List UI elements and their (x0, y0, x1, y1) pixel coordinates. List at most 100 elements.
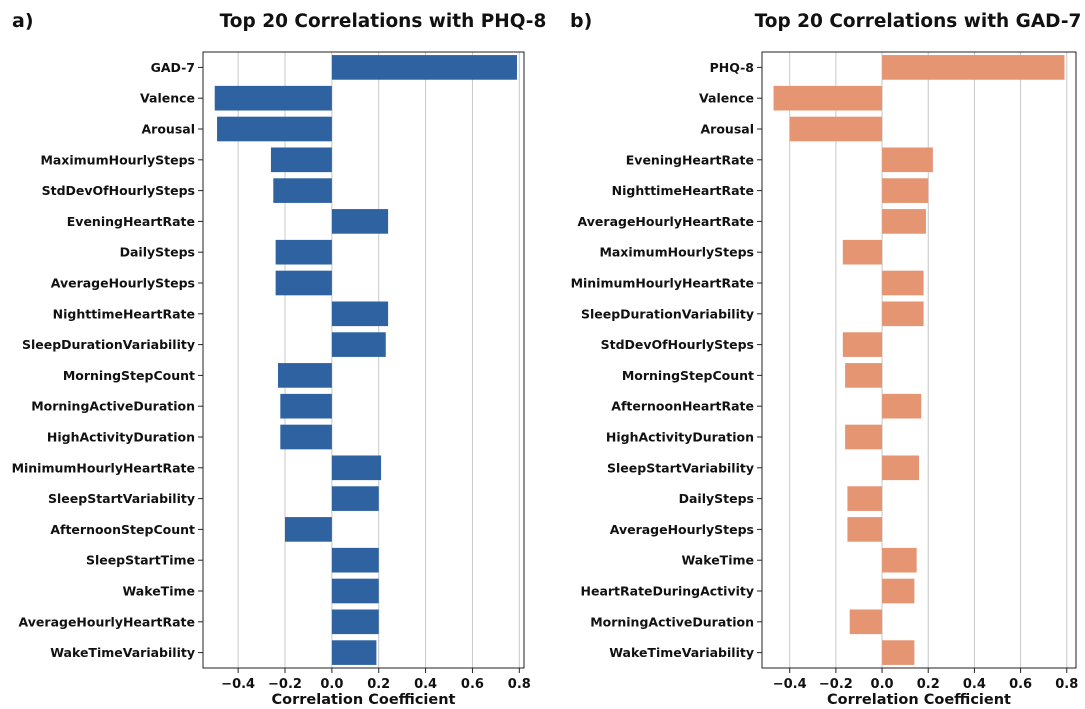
y-tick-label: HighActivityDuration (606, 430, 754, 445)
x-tick-label: 0.2 (917, 677, 940, 692)
bar-minimumhourlyheartrate (331, 455, 382, 481)
y-tick-label: AverageHourlySteps (610, 522, 754, 537)
chart-title: Top 20 Correlations with GAD-7 (755, 11, 1082, 32)
bar-waketimevariability (882, 640, 915, 665)
y-tick-label: HighActivityDuration (47, 430, 195, 445)
plot-frame (761, 51, 1077, 669)
y-tick-label: AfternoonStepCount (50, 522, 195, 537)
chart-panel-b: PHQ-8 Valence Arousal EveningHeartRate Night… (570, 10, 1081, 708)
bar-valence (214, 85, 332, 111)
y-tick-label: WakeTime (681, 553, 754, 568)
x-tick-label: 0.2 (367, 677, 390, 692)
y-tick-label: MorningActiveDuration (590, 614, 754, 629)
y-tick-label: DailySteps (679, 491, 754, 506)
bar-dailysteps (847, 486, 883, 511)
x-tick-label: 0.6 (1009, 677, 1032, 692)
bar-minimumhourlyheartrate (882, 270, 924, 296)
y-tick-label: MorningActiveDuration (31, 399, 195, 414)
y-tick-label: PHQ-8 (710, 60, 754, 75)
x-tick-label: 0.0 (871, 677, 894, 692)
x-axis-label: Correlation Coefficient (272, 692, 456, 708)
y-tick-label: EveningHeartRate (67, 214, 195, 229)
bar-morningactiveduration (849, 609, 883, 635)
x-tick-label: −0.2 (268, 677, 302, 692)
y-tick-label: Valence (140, 91, 195, 106)
bar-valence (773, 85, 883, 111)
panel-label: b) (570, 10, 592, 32)
bar-arousal (217, 116, 332, 142)
plot-frame (202, 51, 525, 669)
y-tick-label: SleepDurationVariability (22, 337, 195, 352)
bar-averagehourlyheartrate (331, 609, 379, 635)
bar-arousal (789, 116, 883, 142)
y-tick-label: Arousal (142, 122, 196, 137)
y-tick-label: MorningStepCount (622, 368, 754, 383)
bar-stddevofhourlysteps (273, 178, 332, 203)
x-tick-label: 0.0 (320, 677, 343, 692)
bar-morningstepcount (845, 363, 883, 388)
x-tick-label: 0.8 (508, 677, 531, 692)
chart-title: Top 20 Correlations with PHQ-8 (220, 11, 547, 32)
y-tick-label: MinimumHourlyHeartRate (571, 276, 754, 291)
bar-averagehourlyheartrate (882, 209, 926, 234)
y-tick-label: SleepStartVariability (607, 460, 754, 475)
y-tick-label: EveningHeartRate (626, 152, 754, 167)
bar-afternoonstepcount (285, 517, 332, 542)
bar-eveningheartrate (882, 147, 933, 173)
panel-label: a) (12, 10, 34, 32)
y-tick-label: MaximumHourlySteps (599, 245, 754, 260)
y-tick-label: MaximumHourlySteps (40, 152, 195, 167)
bar-nighttimeheartrate (331, 301, 389, 327)
y-tick-label: WakeTimeVariability (609, 645, 754, 660)
bar-stddevofhourlysteps (842, 332, 883, 357)
y-tick-label: StdDevOfHourlySteps (42, 183, 195, 198)
bar-dailysteps (275, 239, 332, 265)
bar-sleepdurationvariability (331, 332, 386, 357)
y-tick-label: NighttimeHeartRate (53, 306, 195, 321)
y-tick-label: NighttimeHeartRate (612, 183, 754, 198)
bar-waketime (331, 578, 379, 604)
x-tick-label: 0.6 (461, 677, 484, 692)
y-tick-label: DailySteps (120, 245, 195, 260)
x-axis-label: Correlation Coefficient (827, 692, 1011, 708)
y-tick-label: SleepStartVariability (48, 491, 195, 506)
x-tick-label: −0.4 (221, 677, 255, 692)
y-tick-label: SleepDurationVariability (581, 306, 754, 321)
bar-maximumhourlysteps (270, 147, 332, 173)
chart-panel-a: GAD-7 Valence Arousal MaximumHourlySteps Std… (12, 10, 547, 708)
y-tick-label: AfternoonHeartRate (611, 399, 754, 414)
bar-eveningheartrate (331, 209, 389, 234)
y-tick-label: MorningStepCount (63, 368, 195, 383)
bar-nighttimeheartrate (882, 178, 929, 203)
y-tick-label: WakeTime (122, 584, 195, 599)
bar-waketime (882, 547, 917, 573)
x-tick-label: 0.8 (1055, 677, 1078, 692)
bar-maximumhourlysteps (842, 239, 883, 265)
y-tick-label: Valence (699, 91, 754, 106)
x-tick-label: −0.2 (819, 677, 853, 692)
bar-afternoonheartrate (882, 393, 922, 419)
bar-morningactiveduration (280, 393, 332, 419)
bar-sleepdurationvariability (882, 301, 924, 327)
bar-morningstepcount (277, 363, 332, 388)
y-tick-label: GAD-7 (151, 60, 195, 75)
x-tick-label: 0.4 (414, 677, 437, 692)
y-tick-label: AverageHourlyHeartRate (19, 614, 195, 629)
bar-averagehourlysteps (847, 517, 883, 542)
y-tick-label: HeartRateDuringActivity (581, 584, 755, 599)
y-tick-label: AverageHourlyHeartRate (578, 214, 754, 229)
bar-phq-8 (882, 55, 1065, 80)
bar-heartrateduringactivity (882, 578, 915, 604)
bar-waketimevariability (331, 640, 377, 665)
y-tick-label: StdDevOfHourlySteps (601, 337, 754, 352)
y-tick-label: WakeTimeVariability (50, 645, 195, 660)
y-tick-label: MinimumHourlyHeartRate (12, 460, 195, 475)
y-tick-label: Arousal (701, 122, 755, 137)
bar-gad-7 (331, 55, 517, 80)
bar-averagehourlysteps (275, 270, 332, 296)
bar-sleepstartvariability (331, 486, 379, 511)
x-tick-label: 0.4 (963, 677, 986, 692)
bar-highactivityduration (280, 424, 332, 450)
bar-highactivityduration (845, 424, 883, 450)
